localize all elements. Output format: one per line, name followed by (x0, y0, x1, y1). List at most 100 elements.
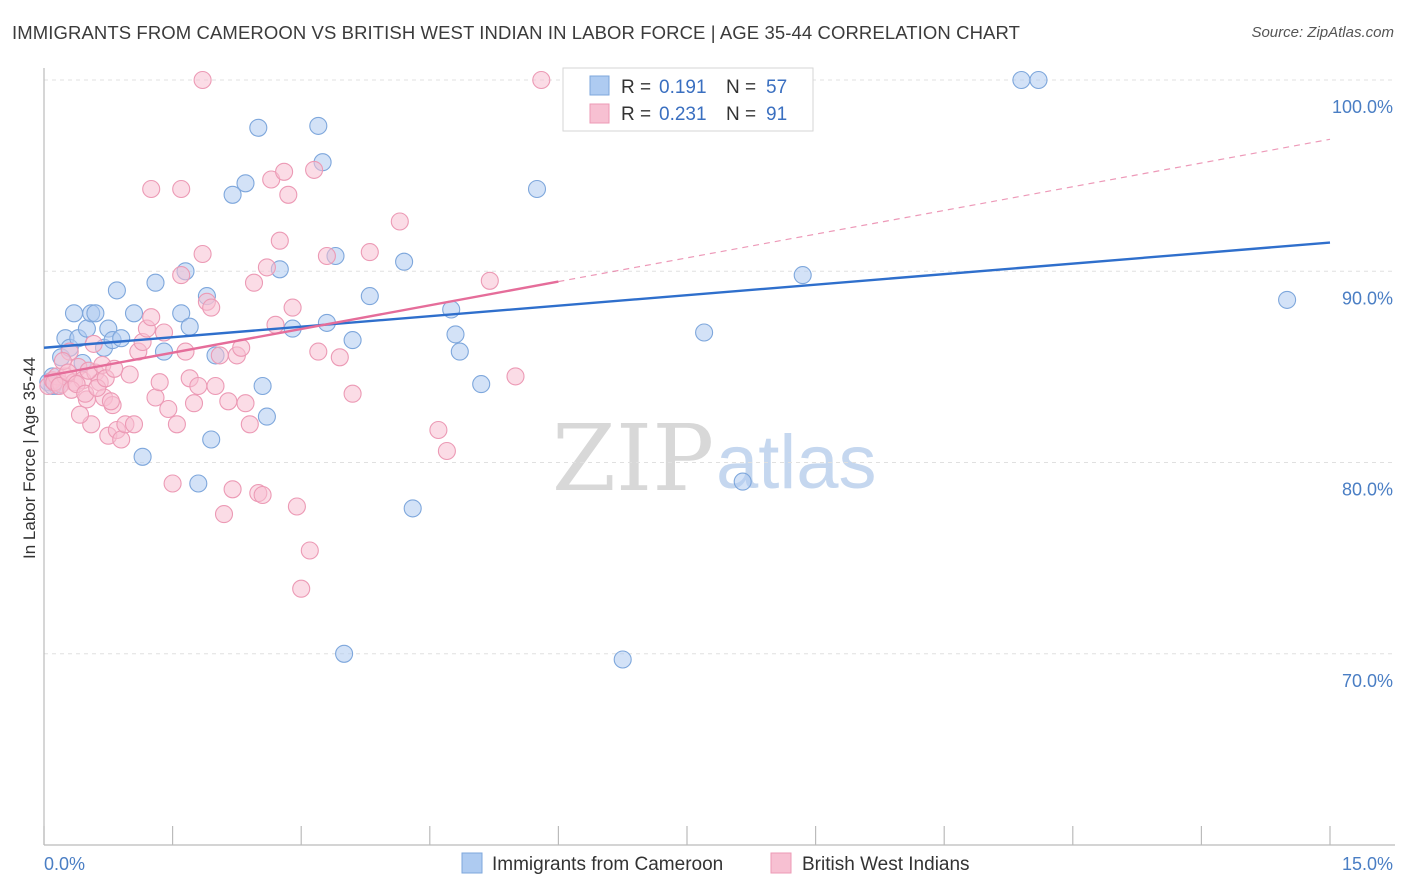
data-point (223, 480, 242, 499)
data-point (150, 373, 169, 392)
data-point (733, 472, 752, 491)
stats-legend-blue-n-label: N = (726, 77, 756, 98)
data-point (244, 273, 264, 292)
data-point (613, 650, 632, 669)
data-point (1278, 290, 1297, 309)
data-point (1029, 70, 1048, 90)
data-point (253, 485, 272, 505)
data-point (124, 304, 144, 323)
data-point (343, 384, 362, 403)
data-point (283, 298, 302, 317)
data-point (133, 447, 152, 466)
data-point (429, 420, 448, 440)
watermark: ZIP atlas (552, 405, 877, 512)
data-point (390, 212, 409, 231)
series-cameroon-points (39, 70, 1297, 669)
data-point (300, 541, 319, 560)
data-point (330, 348, 349, 367)
data-point (253, 376, 272, 396)
trend-line-cameroon (43, 241, 1331, 349)
data-point (335, 644, 354, 663)
stats-legend-blue-r-label: R = (621, 77, 651, 98)
data-point (275, 162, 294, 181)
watermark-zip: ZIP (552, 405, 714, 512)
y-tick-label: 80.0% (1342, 480, 1393, 500)
data-point (249, 118, 268, 137)
data-point (309, 116, 328, 135)
data-point (124, 415, 144, 434)
stats-legend-pink-r-value: 0.231 (659, 104, 707, 125)
data-point (219, 392, 238, 411)
data-point (172, 304, 191, 323)
data-point (193, 70, 212, 90)
y-axis-title: In Labor Force | Age 35-44 (20, 357, 39, 559)
data-point (1012, 70, 1031, 90)
data-point (70, 405, 90, 424)
data-point (305, 160, 324, 179)
series-legend-pink-swatch (770, 852, 792, 874)
data-point (193, 244, 212, 264)
data-point (472, 375, 491, 394)
data-point (292, 579, 311, 598)
series-british-west-indians-points (39, 70, 551, 598)
data-point (360, 243, 379, 262)
y-tick-label: 70.0% (1342, 671, 1393, 691)
data-point (120, 365, 139, 384)
data-point (506, 367, 525, 386)
chart-title: IMMIGRANTS FROM CAMEROON VS BRITISH WEST… (12, 22, 1021, 43)
data-point (403, 499, 422, 518)
data-point (279, 185, 298, 204)
series-legend: Immigrants from Cameroon British West In… (461, 852, 970, 875)
stats-legend-blue-swatch (589, 75, 610, 96)
data-point (793, 266, 812, 285)
series-legend-pink-label: British West Indians (802, 854, 970, 875)
data-point (446, 325, 465, 344)
data-point (202, 298, 221, 317)
data-point (64, 304, 84, 323)
stats-legend-pink-n-label: N = (726, 104, 756, 125)
data-point (266, 315, 285, 334)
data-point (202, 430, 221, 449)
data-point (101, 392, 120, 411)
data-point (146, 273, 165, 292)
data-point (112, 430, 131, 449)
series-legend-blue-swatch (461, 852, 483, 874)
stats-legend: R = 0.191 N = 57 R = 0.231 N = 91 (562, 67, 814, 132)
data-point (172, 266, 191, 285)
data-point (210, 346, 229, 365)
data-point (360, 287, 379, 306)
data-point (257, 407, 276, 426)
series-legend-blue-label: Immigrants from Cameroon (492, 854, 723, 875)
data-point (206, 376, 225, 396)
data-point (450, 342, 469, 361)
stats-legend-blue-n-value: 57 (766, 77, 787, 98)
data-point (236, 394, 255, 413)
data-point (180, 317, 199, 336)
data-point (184, 394, 204, 413)
data-point (189, 474, 208, 493)
trend-line-british-west-indians (43, 280, 559, 378)
data-point (159, 399, 178, 419)
data-point (189, 376, 208, 396)
y-tick-label: 100.0% (1332, 97, 1393, 117)
data-point (163, 474, 182, 493)
data-point (112, 329, 131, 348)
stats-legend-blue-r-value: 0.191 (659, 77, 707, 98)
data-point (240, 415, 259, 434)
data-point (214, 505, 234, 524)
data-point (527, 179, 547, 199)
x-tick-label-start: 0.0% (44, 854, 85, 874)
data-point (343, 331, 362, 350)
data-point (695, 323, 714, 342)
data-point (223, 185, 242, 204)
data-point (172, 179, 191, 199)
data-point (77, 319, 96, 338)
data-point (437, 441, 456, 461)
data-point (317, 246, 336, 266)
data-point (287, 497, 306, 516)
data-point (480, 271, 499, 290)
trend-line-british-west-indians-extension (558, 138, 1331, 283)
stats-legend-pink-n-value: 91 (766, 104, 787, 125)
